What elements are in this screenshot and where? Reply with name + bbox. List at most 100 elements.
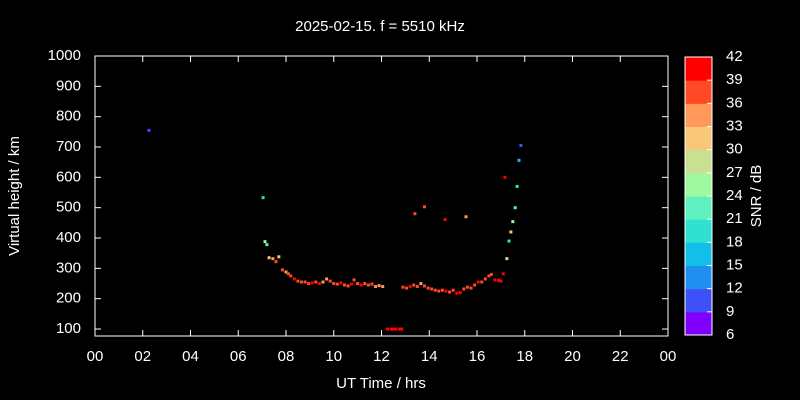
data-point — [505, 257, 509, 261]
data-point — [310, 281, 314, 285]
data-point — [419, 282, 423, 286]
colorbar-tick-label: 27 — [726, 164, 743, 181]
data-point — [335, 282, 339, 286]
data-point — [422, 205, 426, 209]
colorbar-bin — [685, 126, 712, 151]
data-point — [296, 279, 300, 283]
data-point — [286, 272, 290, 276]
data-point — [391, 327, 395, 331]
data-point — [401, 285, 405, 289]
data-point — [483, 277, 487, 281]
data-point — [377, 284, 381, 288]
colorbar-bin — [685, 172, 712, 197]
data-point — [356, 282, 360, 286]
data-point — [413, 212, 417, 216]
chart-title: 2025-02-15. f = 5510 kHz — [295, 18, 465, 35]
data-point — [261, 196, 265, 200]
data-point — [480, 280, 484, 284]
data-point — [426, 286, 430, 290]
data-point — [389, 327, 393, 331]
data-point — [440, 288, 444, 292]
colorbar-bin — [685, 196, 712, 220]
x-tick-label: 04 — [182, 348, 199, 365]
data-point — [332, 282, 336, 286]
x-tick-label: 08 — [278, 348, 295, 365]
data-point — [263, 240, 267, 244]
data-point — [415, 285, 419, 289]
data-point — [489, 272, 493, 276]
data-point — [501, 272, 505, 276]
colorbar-tick-label: 21 — [726, 210, 743, 227]
colorbar-bin — [685, 149, 712, 174]
data-point — [303, 280, 307, 284]
data-point — [274, 260, 278, 264]
x-tick-label: 10 — [325, 348, 342, 365]
data-point — [493, 278, 497, 282]
colorbar-bin — [685, 265, 712, 290]
data-point — [317, 282, 321, 286]
colorbar-tick-label: 39 — [726, 71, 743, 88]
data-point — [352, 278, 356, 282]
x-tick-label: 14 — [421, 348, 438, 365]
data-point — [465, 285, 469, 289]
data-point — [325, 277, 329, 281]
data-point — [496, 278, 500, 282]
x-tick-label: 06 — [230, 348, 247, 365]
x-axis-label: UT Time / hrs — [336, 375, 426, 392]
data-point — [289, 274, 293, 278]
colorbar-tick-label: 42 — [726, 48, 743, 65]
colorbar-bin — [685, 80, 712, 104]
y-tick-label: 300 — [56, 259, 81, 276]
x-tick-label: 12 — [373, 348, 390, 365]
data-point — [458, 291, 462, 295]
y-tick-label: 200 — [56, 290, 81, 307]
y-tick-label: 600 — [56, 168, 81, 185]
data-point — [443, 218, 447, 222]
data-point — [469, 286, 473, 290]
data-point — [339, 281, 343, 285]
y-tick-label: 500 — [56, 199, 81, 216]
data-point — [265, 243, 269, 247]
data-point — [448, 290, 452, 294]
x-tick-label: 16 — [469, 348, 486, 365]
x-tick-label: 02 — [134, 348, 151, 365]
x-tick-label: 18 — [516, 348, 533, 365]
data-point — [307, 282, 311, 286]
data-point — [277, 255, 281, 259]
data-point — [350, 282, 354, 286]
data-point — [284, 270, 288, 274]
colorbar-tick-label: 33 — [726, 117, 743, 134]
colorbar-tick-label: 12 — [726, 280, 743, 297]
data-point — [464, 215, 468, 219]
data-point — [507, 239, 511, 243]
data-point — [366, 283, 370, 287]
data-point — [412, 283, 416, 287]
colorbar-tick-label: 24 — [726, 187, 743, 204]
data-point — [346, 284, 350, 288]
data-point — [473, 283, 477, 287]
data-point — [509, 230, 513, 234]
data-point — [314, 280, 318, 284]
data-point — [451, 288, 455, 292]
data-point — [517, 158, 521, 162]
data-point — [422, 284, 426, 288]
data-point — [430, 287, 434, 291]
data-point — [292, 277, 296, 281]
colorbar-tick-label: 6 — [726, 326, 734, 343]
x-tick-label: 20 — [564, 348, 581, 365]
x-tick-label: 22 — [612, 348, 629, 365]
data-point — [503, 175, 507, 179]
data-point — [267, 256, 271, 260]
colorbar-label: SNR / dB — [748, 165, 765, 228]
data-point — [280, 268, 284, 272]
data-point — [370, 282, 374, 286]
data-point — [381, 285, 385, 289]
data-point — [513, 206, 517, 210]
data-point — [476, 280, 480, 284]
data-point — [321, 280, 325, 284]
data-point — [455, 291, 459, 295]
x-tick-label: 00 — [660, 348, 677, 365]
y-tick-label: 100 — [56, 320, 81, 337]
colorbar-tick-label: 36 — [726, 94, 743, 111]
